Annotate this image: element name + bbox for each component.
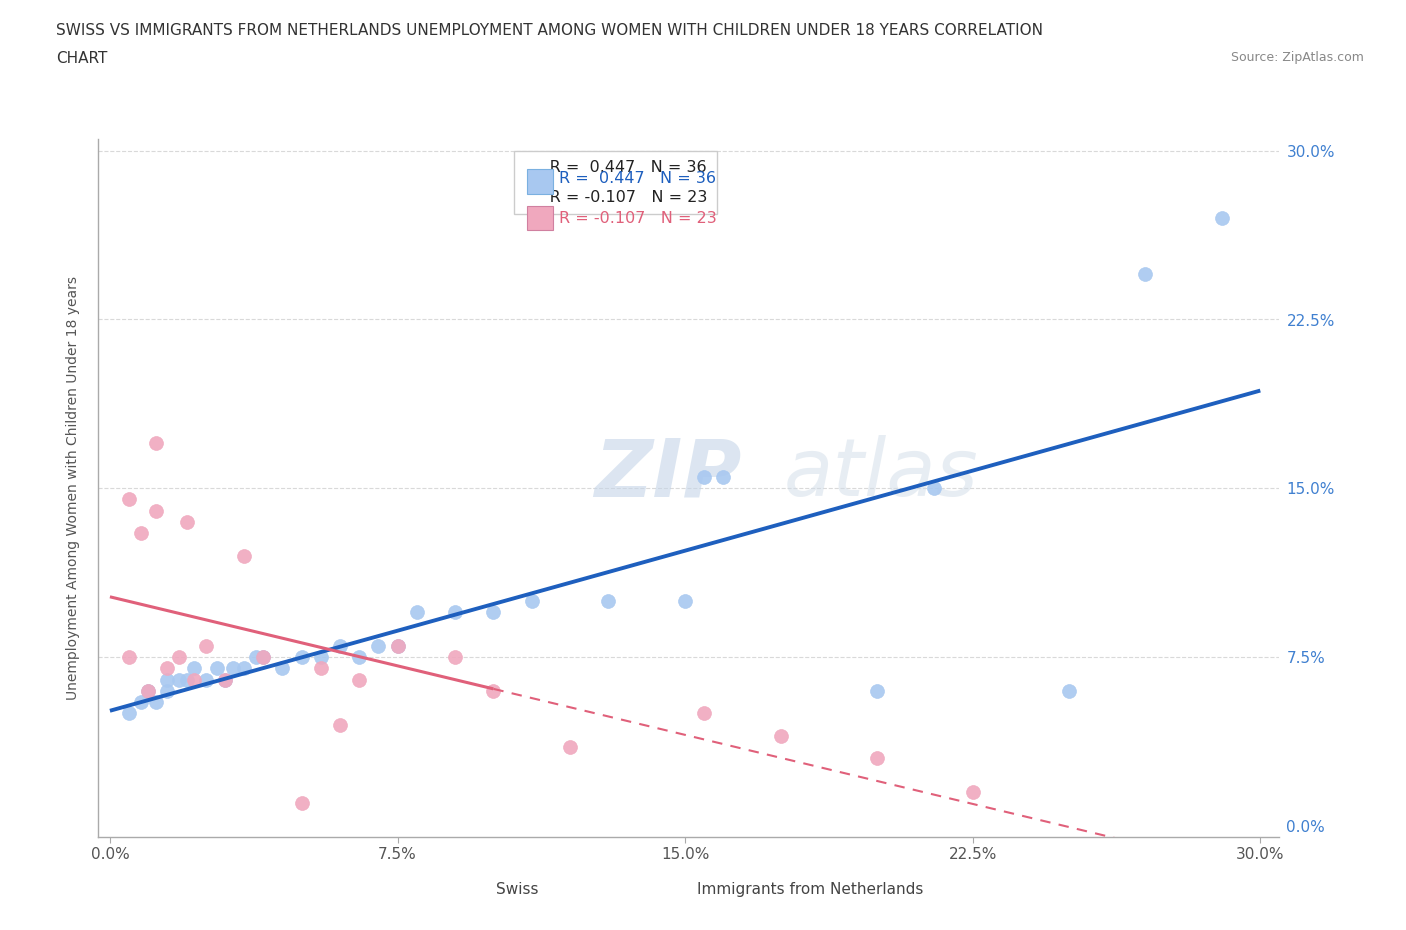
Point [291, 796, 314, 811]
Point [156, 661, 179, 676]
Point [693, 706, 716, 721]
Text: atlas: atlas [783, 435, 979, 513]
Point [118, 492, 141, 507]
Text: Immigrants from Netherlands: Immigrants from Netherlands [697, 882, 924, 897]
Point [214, 672, 236, 687]
Point [136, 684, 159, 698]
Point [329, 638, 352, 653]
Point [136, 684, 159, 698]
Point [207, 661, 229, 676]
Point [252, 649, 274, 664]
Point [769, 728, 792, 743]
Point [347, 672, 370, 687]
FancyBboxPatch shape [527, 169, 553, 194]
Point [194, 638, 217, 653]
Text: CHART: CHART [56, 51, 108, 66]
Point [129, 525, 152, 540]
Text: R =  0.447   N = 36: R = 0.447 N = 36 [560, 171, 716, 186]
Point [118, 706, 141, 721]
Point [145, 503, 167, 518]
Point [194, 672, 217, 687]
Point [245, 649, 267, 664]
Point [271, 661, 294, 676]
Point [367, 638, 389, 653]
Point [924, 481, 946, 496]
Point [233, 661, 256, 676]
Point [176, 514, 198, 529]
Point [221, 661, 243, 676]
Point [387, 638, 409, 653]
Point [167, 672, 190, 687]
Point [233, 549, 256, 564]
Point [309, 649, 332, 664]
Point [693, 470, 716, 485]
Point [156, 672, 179, 687]
FancyBboxPatch shape [527, 206, 553, 231]
Point [183, 672, 205, 687]
Point [214, 672, 236, 687]
Point [482, 684, 505, 698]
Point [444, 649, 467, 664]
Point [347, 649, 370, 664]
Point [156, 684, 179, 698]
Text: SWISS VS IMMIGRANTS FROM NETHERLANDS UNEMPLOYMENT AMONG WOMEN WITH CHILDREN UNDE: SWISS VS IMMIGRANTS FROM NETHERLANDS UNE… [56, 23, 1043, 38]
Point [129, 695, 152, 710]
Point [329, 717, 352, 732]
Point [387, 638, 409, 653]
Point [252, 649, 274, 664]
Point [444, 604, 467, 619]
Point [1057, 684, 1080, 698]
Text: R =  0.447   N = 36
     R = -0.107   N = 23: R = 0.447 N = 36 R = -0.107 N = 23 [523, 161, 707, 205]
Text: ZIP: ZIP [595, 435, 742, 513]
Point [1211, 211, 1233, 226]
Point [598, 593, 620, 608]
Point [183, 661, 205, 676]
Point [673, 593, 696, 608]
Point [167, 649, 190, 664]
Y-axis label: Unemployment Among Women with Children Under 18 years: Unemployment Among Women with Children U… [66, 276, 80, 700]
Point [520, 593, 543, 608]
Point [291, 649, 314, 664]
Point [558, 739, 581, 754]
Text: R = -0.107   N = 23: R = -0.107 N = 23 [560, 211, 717, 226]
Point [482, 604, 505, 619]
Point [962, 785, 984, 800]
Point [713, 470, 735, 485]
Point [405, 604, 427, 619]
Point [866, 684, 889, 698]
Point [145, 695, 167, 710]
Point [118, 649, 141, 664]
FancyBboxPatch shape [659, 879, 685, 900]
Point [145, 436, 167, 451]
Point [866, 751, 889, 765]
Point [1135, 267, 1157, 282]
Text: Swiss: Swiss [496, 882, 538, 897]
Text: Source: ZipAtlas.com: Source: ZipAtlas.com [1230, 51, 1364, 64]
Point [309, 661, 332, 676]
FancyBboxPatch shape [458, 879, 485, 900]
Point [176, 672, 198, 687]
